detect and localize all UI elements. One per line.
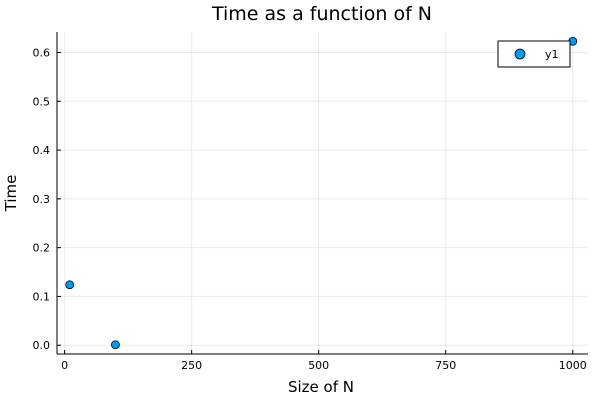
y-tick-label: 0.0: [33, 339, 51, 352]
axes: 0 250 500 750 1000 0.0 0.1 0.2 0.3 0.4 0.5 0.6: [33, 32, 588, 372]
y-tick-label: 0.6: [33, 46, 51, 59]
x-axis-label: Size of N: [288, 378, 354, 396]
x-tick-label: 500: [308, 359, 329, 372]
y-tick-label: 0.5: [33, 95, 51, 108]
grid: [57, 32, 588, 354]
data-point: [111, 340, 120, 350]
data-points: [65, 36, 578, 350]
x-tick-label: 1000: [559, 359, 587, 372]
x-tick-label: 0: [61, 359, 68, 372]
y-tick-label: 0.1: [33, 290, 51, 303]
y-tick-label: 0.2: [33, 242, 51, 255]
x-tick-label: 250: [181, 359, 202, 372]
data-point: [65, 280, 75, 290]
legend-box: [497, 40, 571, 68]
x-tick-label: 750: [435, 359, 456, 372]
legend-label: y1: [545, 48, 559, 61]
chart-title: Time as a function of N: [211, 3, 432, 25]
y-axis-label: Time: [2, 175, 20, 213]
legend: y1: [497, 40, 571, 68]
y-tick-label: 0.4: [33, 144, 51, 157]
legend-marker: [514, 48, 526, 60]
y-tick-label: 0.3: [33, 193, 51, 206]
